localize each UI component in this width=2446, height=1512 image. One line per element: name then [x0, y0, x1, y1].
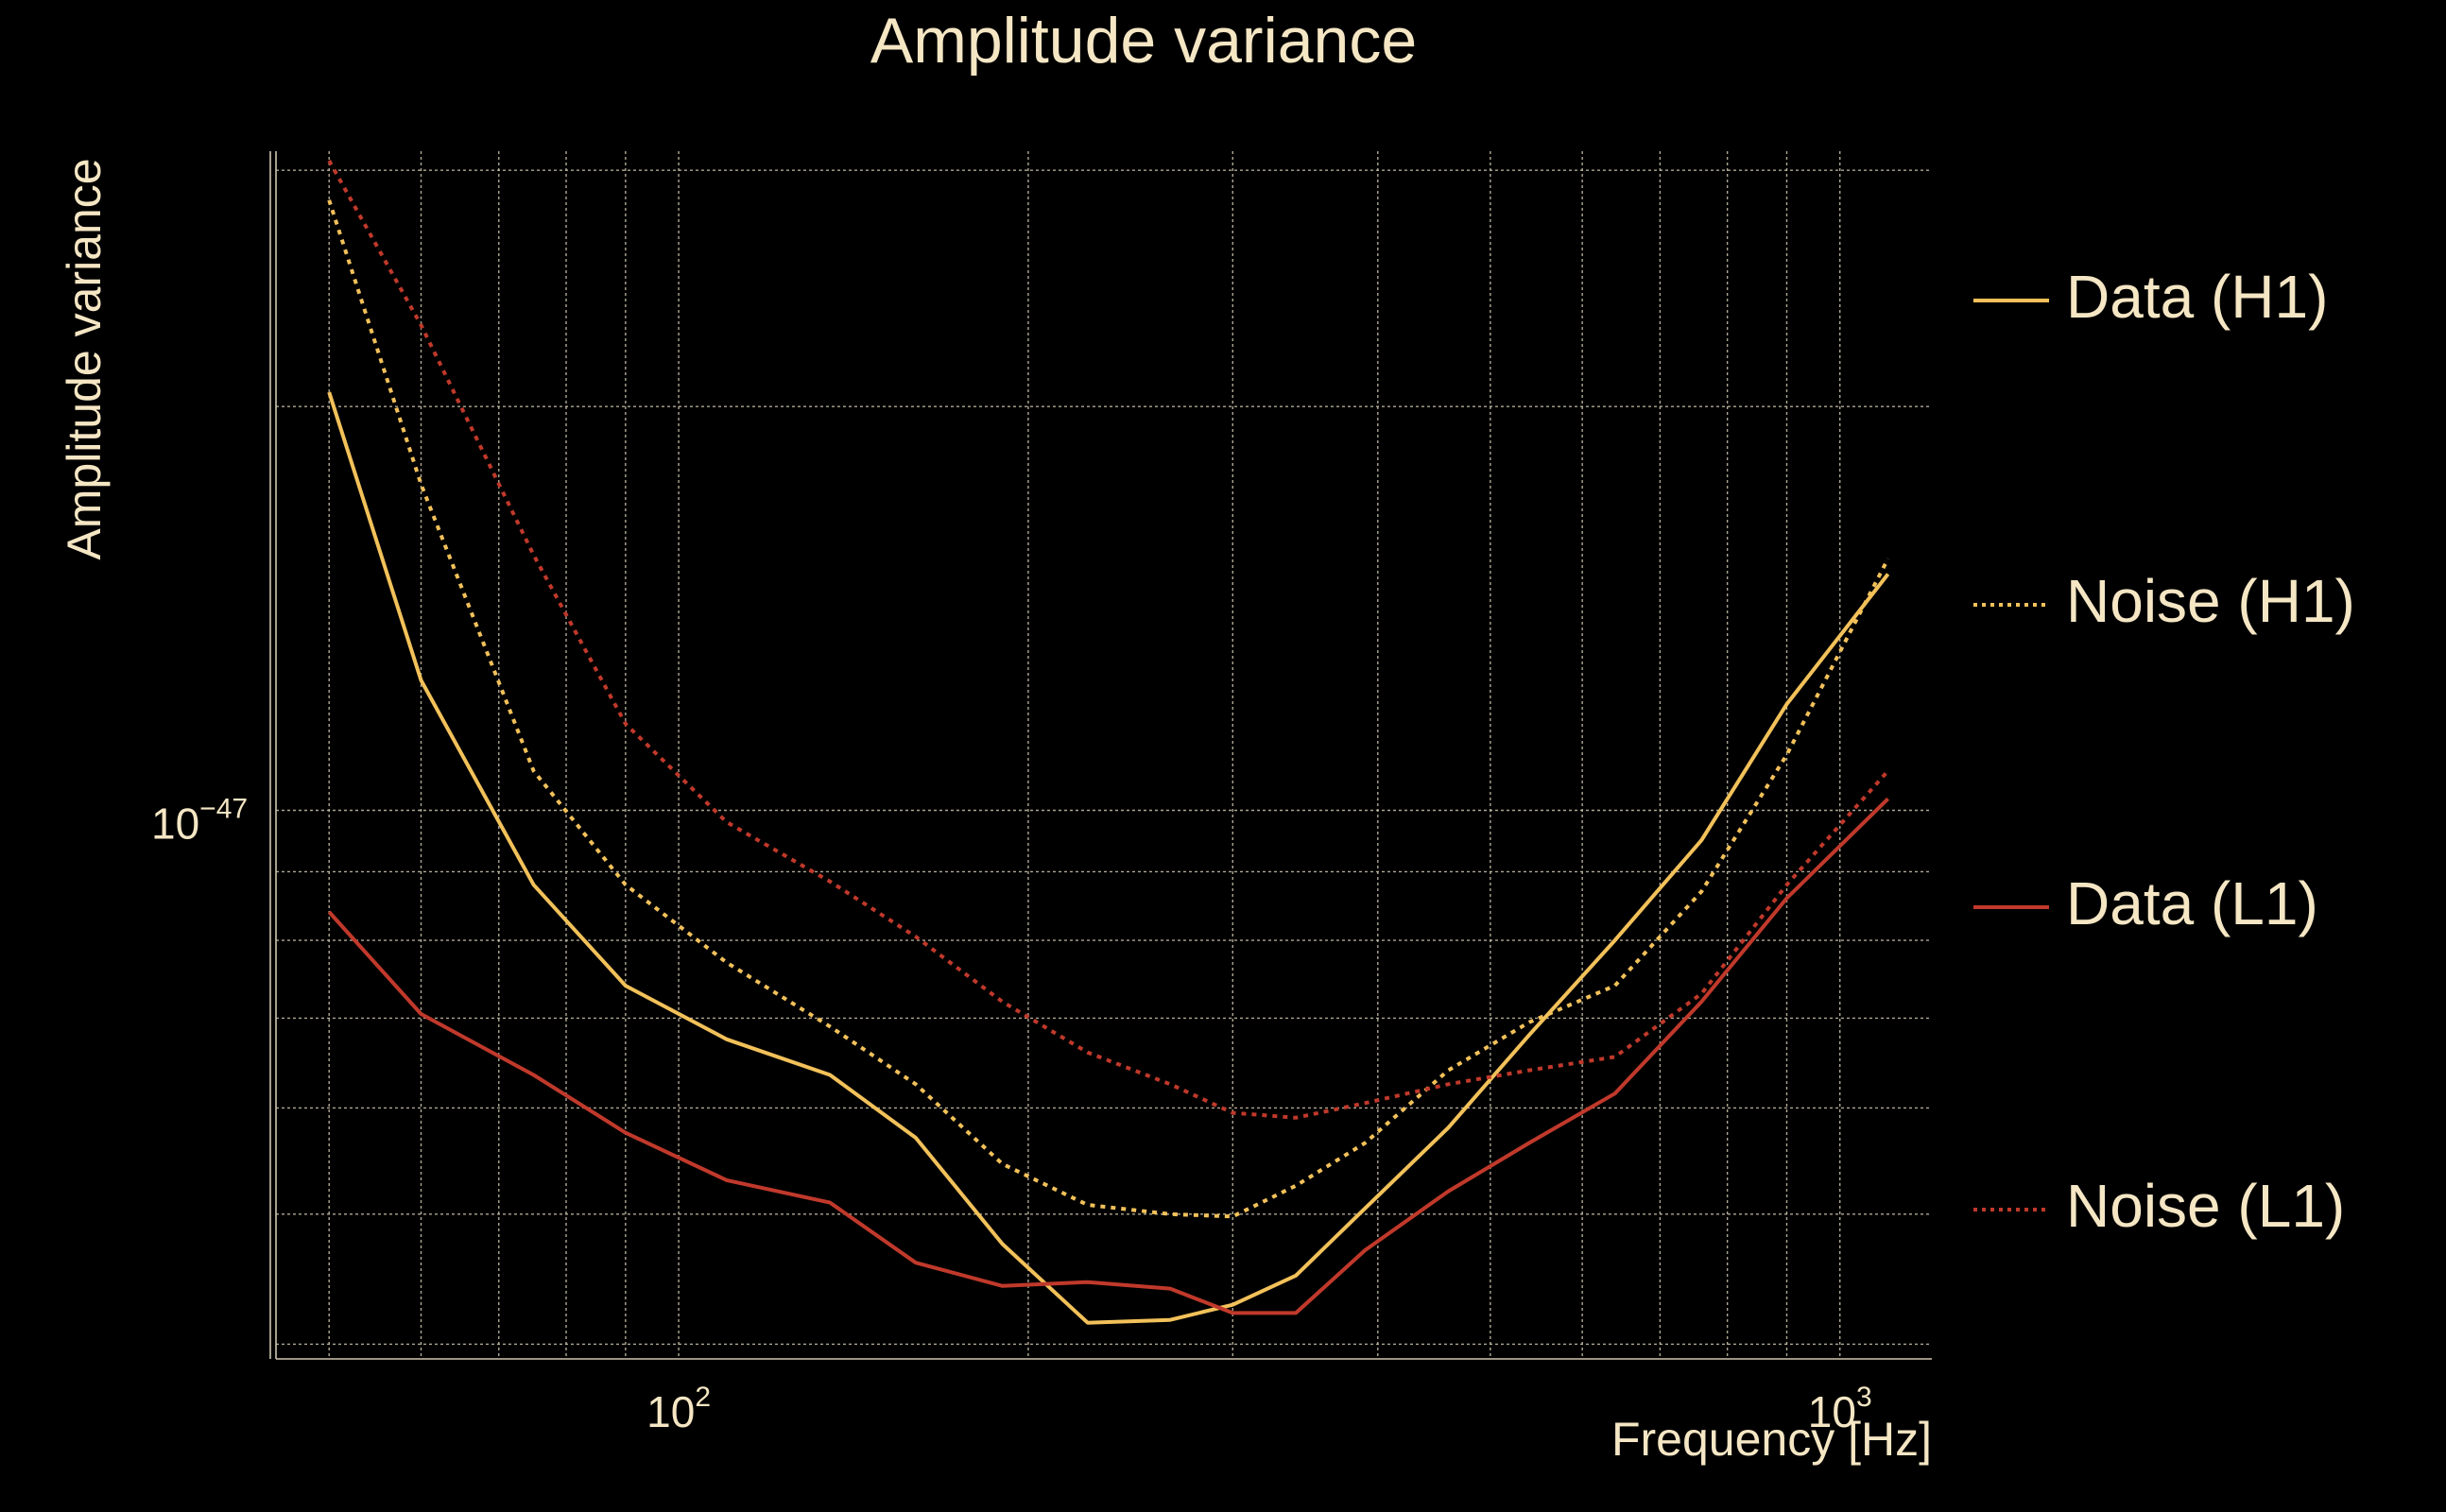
legend: Data (H1) Noise (H1) Data (L1) Noise (L1) — [1973, 263, 2355, 1240]
series-line-data-h1 — [327, 391, 1890, 1325]
x-tick-label: 102 — [646, 1382, 711, 1436]
x-tick-label: 103 — [1808, 1382, 1872, 1436]
y-tick-label: 10−47 — [151, 794, 248, 849]
y-tick-exponent: −47 — [199, 794, 248, 825]
series-line-noise-h1 — [327, 199, 1890, 1219]
x-tick-exponent: 2 — [695, 1382, 711, 1413]
x-tick-base: 10 — [1808, 1387, 1856, 1436]
y-tick-base: 10 — [151, 799, 199, 849]
series-line-data-l1 — [327, 797, 1890, 1315]
legend-label: Noise (L1) — [2066, 1172, 2345, 1240]
y-axis-label: Amplitude variance — [58, 158, 111, 559]
legend-label: Data (L1) — [2066, 869, 2318, 937]
series-line-noise-l1 — [327, 160, 1890, 1120]
series-lines — [327, 160, 1890, 1325]
chart-title: Amplitude variance — [870, 5, 1417, 77]
legend-label: Noise (H1) — [2066, 567, 2355, 635]
axes — [269, 151, 1932, 1360]
x-tick-exponent: 3 — [1856, 1382, 1872, 1413]
legend-label: Data (H1) — [2066, 263, 2328, 331]
x-axis-label: Frequency [Hz] — [1611, 1413, 1932, 1466]
x-tick-base: 10 — [646, 1387, 695, 1436]
grid — [276, 151, 1932, 1359]
